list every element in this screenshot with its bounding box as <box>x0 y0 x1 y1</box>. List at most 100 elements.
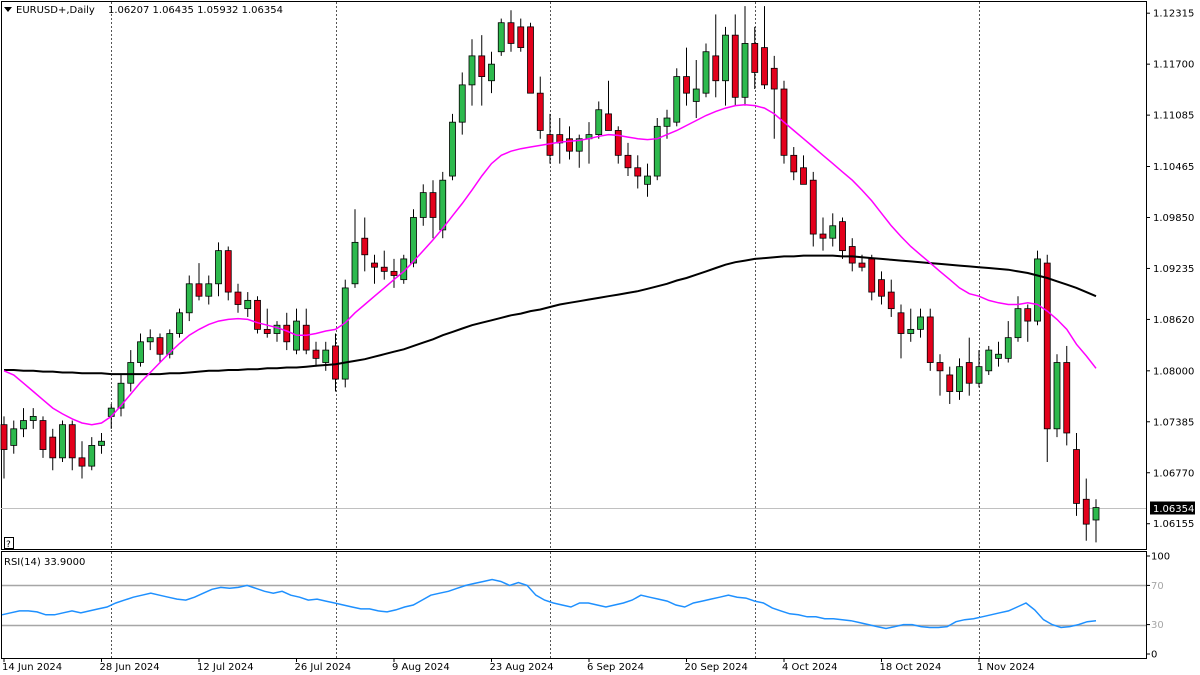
candle <box>985 345 993 375</box>
time-tick-label: 1 Nov 2024 <box>977 662 1035 673</box>
candle <box>429 180 437 239</box>
candle <box>975 350 983 388</box>
candle-body <box>917 316 924 330</box>
candle-body <box>605 113 612 131</box>
candle <box>527 22 534 94</box>
rsi-tick-label: 100 <box>1151 552 1170 563</box>
candle-body <box>10 428 18 446</box>
rsi-tick-label: 70 <box>1151 581 1164 592</box>
candle <box>1092 499 1100 543</box>
candle-body <box>1014 308 1022 339</box>
candle-body <box>302 324 310 351</box>
symbol-menu-triangle-icon[interactable] <box>4 7 12 12</box>
candle <box>936 354 944 396</box>
candle-body <box>429 192 437 218</box>
candle <box>1043 254 1051 462</box>
candle-body <box>819 233 827 239</box>
candle-body <box>263 328 271 334</box>
candle-body <box>332 345 339 380</box>
candle-body <box>88 445 96 467</box>
candle-body <box>49 436 57 459</box>
candles <box>0 6 1100 543</box>
candle <box>673 68 681 127</box>
candle-body <box>215 250 222 285</box>
price-tick-label: 1.08000 <box>1153 366 1194 377</box>
candle <box>946 366 954 404</box>
candle-body <box>878 279 885 297</box>
candle <box>1004 321 1012 363</box>
candle <box>917 308 924 338</box>
candle <box>644 163 651 197</box>
candle-body <box>1063 362 1071 434</box>
candle <box>1073 432 1080 516</box>
candle <box>117 374 125 417</box>
candle <box>653 118 661 181</box>
candle <box>78 441 86 479</box>
candle-body <box>536 92 544 131</box>
candle <box>156 333 164 363</box>
price-axis: 1.12315 1.11700 1.11085 1.10465 1.09850 1.092… <box>1146 9 1194 530</box>
time-tick-label: 4 Oct 2024 <box>782 662 837 673</box>
candle <box>722 26 729 106</box>
candle <box>371 254 378 284</box>
candle-body <box>868 258 876 293</box>
candle <box>59 420 66 462</box>
help-box[interactable] <box>4 537 14 549</box>
candle-body <box>68 424 76 459</box>
candle-body <box>166 333 174 355</box>
candle <box>88 437 96 471</box>
candle-body <box>1024 308 1032 322</box>
candle-body <box>527 26 534 94</box>
rsi-line <box>1 578 1097 630</box>
candle <box>380 250 388 280</box>
candle <box>146 329 154 351</box>
time-tick-label: 14 Jun 2024 <box>2 662 62 673</box>
candle-body <box>449 121 456 177</box>
candle-body <box>78 457 86 467</box>
candle-body <box>829 225 837 239</box>
ohlc-values: 1.06207 1.06435 1.05932 1.06354 <box>108 5 283 16</box>
time-tick-label: 20 Sep 2024 <box>685 662 748 673</box>
candle <box>517 18 525 52</box>
candle-body <box>488 63 495 82</box>
candle-body <box>712 55 720 82</box>
candle-body <box>887 291 895 310</box>
candle-body <box>224 250 232 293</box>
candle-body <box>556 134 564 144</box>
candle <box>926 308 934 371</box>
candle-body <box>254 299 261 330</box>
price-tick-label: 1.09235 <box>1153 264 1194 275</box>
candle-body <box>634 167 642 177</box>
time-tick-label: 28 Jun 2024 <box>100 662 160 673</box>
time-tick-label: 26 Jul 2024 <box>295 662 352 673</box>
candle-body <box>439 179 447 231</box>
candle <box>488 51 495 94</box>
candle-body <box>468 55 476 86</box>
candle-body <box>702 51 710 94</box>
candle <box>995 341 1002 367</box>
rsi-tick-label: 0 <box>1151 650 1157 661</box>
candle-body <box>995 353 1002 359</box>
candle-body <box>127 362 135 384</box>
price-tick-label: 1.06770 <box>1153 468 1194 479</box>
candle <box>692 60 700 119</box>
candle-body <box>205 283 213 297</box>
candle <box>49 428 57 471</box>
candle-body <box>195 283 203 297</box>
candle <box>556 118 564 164</box>
candle <box>566 126 573 160</box>
candle-body <box>146 337 154 343</box>
candle-body <box>1034 258 1041 322</box>
candle-body <box>1043 262 1051 430</box>
help-question-icon[interactable]: ? <box>6 540 11 550</box>
candle <box>839 217 846 259</box>
candle <box>878 271 885 305</box>
candle-body <box>595 109 603 136</box>
candle <box>751 26 759 90</box>
candle-body <box>1073 449 1080 504</box>
candle-body <box>380 266 388 272</box>
price-tick-label: 1.06155 <box>1153 519 1194 530</box>
rsi-tick-label: 30 <box>1151 620 1164 631</box>
candle-body <box>858 262 866 268</box>
